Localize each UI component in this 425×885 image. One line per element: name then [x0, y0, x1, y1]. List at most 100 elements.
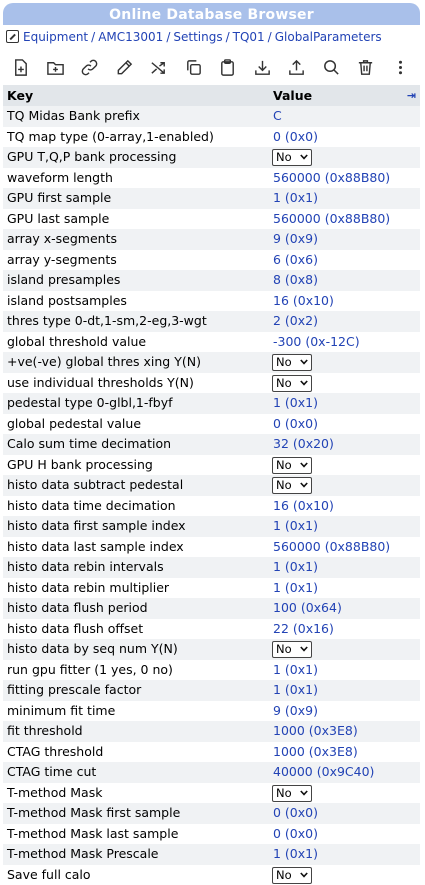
chevron-down-icon [300, 462, 308, 468]
table-row: histo data time decimation 16 (0x10) [3, 496, 420, 517]
breadcrumb-settings[interactable]: Settings [173, 30, 222, 44]
value-select[interactable]: No [272, 867, 312, 884]
row-value[interactable]: 1 (0x1) [273, 393, 318, 414]
row-value[interactable]: 1 (0x1) [273, 660, 318, 681]
value-select[interactable]: No [272, 785, 312, 802]
row-value[interactable]: 8 (0x8) [273, 270, 318, 291]
row-value[interactable]: 6 (0x6) [273, 250, 318, 271]
row-value[interactable]: 1 (0x1) [273, 516, 318, 537]
row-key: +ve(-ve) global thres xing Y(N) [7, 352, 201, 373]
row-value[interactable]: 0 (0x0) [273, 824, 318, 845]
table-row: array y-segments 6 (0x6) [3, 250, 420, 271]
chevron-down-icon [300, 154, 308, 160]
chevron-down-icon [300, 380, 308, 386]
row-key: histo data time decimation [7, 496, 176, 517]
value-select[interactable]: No [272, 149, 312, 166]
row-value[interactable]: 0 (0x0) [273, 803, 318, 824]
row-value[interactable]: 9 (0x9) [273, 701, 318, 722]
table-row: island postsamples 16 (0x10) [3, 291, 420, 312]
table-row: global threshold value -300 (0x-12C) [3, 332, 420, 353]
row-key: histo data rebin intervals [7, 557, 164, 578]
row-value[interactable]: 560000 (0x88B80) [273, 168, 390, 189]
row-value[interactable]: 16 (0x10) [273, 291, 334, 312]
breadcrumb-amc13001[interactable]: AMC13001 [98, 30, 163, 44]
row-value[interactable]: 1 (0x1) [273, 680, 318, 701]
table-row: histo data rebin multiplier 1 (0x1) [3, 578, 420, 599]
select-value: No [276, 642, 292, 657]
row-value[interactable]: 1 (0x1) [273, 844, 318, 865]
row-key: thres type 0-dt,1-sm,2-eg,3-wgt [7, 311, 207, 332]
page-title: Online Database Browser [3, 3, 420, 25]
value-select[interactable]: No [272, 457, 312, 474]
breadcrumb-equipment[interactable]: Equipment [23, 30, 88, 44]
row-key: array y-segments [7, 250, 117, 271]
value-select[interactable]: No [272, 375, 312, 392]
row-value[interactable]: 32 (0x20) [273, 434, 334, 455]
row-value[interactable]: 1000 (0x3E8) [273, 721, 358, 742]
expand-column-icon[interactable]: ⇥ [407, 85, 416, 106]
breadcrumb: Equipment/AMC13001/Settings/TQ01/GlobalP… [3, 26, 420, 48]
value-select[interactable]: No [272, 641, 312, 658]
edit-path-icon[interactable] [6, 30, 19, 43]
row-value[interactable]: 560000 (0x88B80) [273, 209, 390, 230]
row-value[interactable]: 9 (0x9) [273, 229, 318, 250]
breadcrumb-tq01[interactable]: TQ01 [233, 30, 265, 44]
row-key: array x-segments [7, 229, 117, 250]
shuffle-icon[interactable] [144, 53, 173, 81]
row-key: global threshold value [7, 332, 146, 353]
chevron-down-icon [300, 646, 308, 652]
table-row: use individual thresholds Y(N)No [3, 373, 420, 394]
row-value[interactable]: 16 (0x10) [273, 496, 334, 517]
value-select[interactable]: No [272, 477, 312, 494]
table-row: histo data first sample index 1 (0x1) [3, 516, 420, 537]
row-key: histo data by seq num Y(N) [7, 639, 178, 660]
select-value: No [276, 786, 292, 801]
row-key: histo data rebin multiplier [7, 578, 169, 599]
key-column-header: Key [7, 85, 33, 106]
row-key: histo data flush period [7, 598, 148, 619]
download-icon[interactable] [248, 53, 277, 81]
clipboard-icon[interactable] [213, 53, 242, 81]
upload-icon[interactable] [282, 53, 311, 81]
folder-add-icon[interactable] [41, 53, 70, 81]
row-key: T-method Mask last sample [7, 824, 178, 845]
row-value[interactable]: 22 (0x16) [273, 619, 334, 640]
breadcrumb-globalparameters[interactable]: GlobalParameters [275, 30, 382, 44]
row-value[interactable]: 1 (0x1) [273, 557, 318, 578]
trash-icon[interactable] [351, 53, 380, 81]
edit-icon[interactable] [110, 53, 139, 81]
link-icon[interactable] [75, 53, 104, 81]
row-value[interactable]: C [273, 106, 282, 127]
file-add-icon[interactable] [6, 53, 35, 81]
row-value[interactable]: 560000 (0x88B80) [273, 537, 390, 558]
row-value[interactable]: 1 (0x1) [273, 578, 318, 599]
row-key: global pedestal value [7, 414, 141, 435]
more-icon[interactable] [386, 53, 415, 81]
value-select[interactable]: No [272, 354, 312, 371]
row-value[interactable]: 1000 (0x3E8) [273, 742, 358, 763]
row-value[interactable]: 1 (0x1) [273, 188, 318, 209]
row-value[interactable]: 0 (0x0) [273, 127, 318, 148]
row-value[interactable]: 0 (0x0) [273, 414, 318, 435]
row-value[interactable]: -300 (0x-12C) [273, 332, 360, 353]
row-value[interactable]: 100 (0x64) [273, 598, 342, 619]
row-value[interactable]: 40000 (0x9C40) [273, 762, 374, 783]
row-value[interactable]: 2 (0x2) [273, 311, 318, 332]
row-key: histo data first sample index [7, 516, 186, 537]
row-key: island postsamples [7, 291, 127, 312]
copy-icon[interactable] [179, 53, 208, 81]
row-key: run gpu fitter (1 yes, 0 no) [7, 660, 173, 681]
table-row: run gpu fitter (1 yes, 0 no) 1 (0x1) [3, 660, 420, 681]
search-icon[interactable] [317, 53, 346, 81]
